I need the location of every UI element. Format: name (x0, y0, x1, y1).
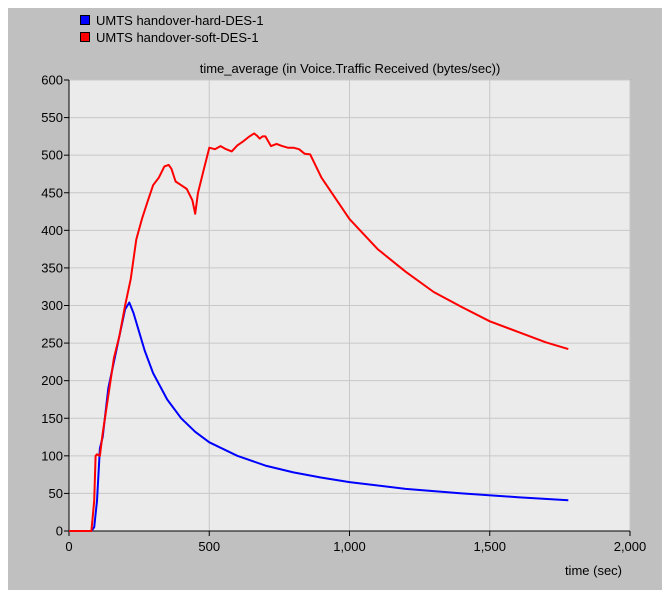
grid (68, 79, 631, 532)
y-tick-label: 100 (41, 448, 63, 463)
y-tick-label: 400 (41, 223, 63, 238)
y-tick-label: 0 (56, 524, 63, 539)
x-axis: 0 500 1,000 1,500 2,000 (65, 530, 647, 554)
series-line-soft (69, 132, 569, 532)
y-tick-label: 500 (41, 148, 63, 163)
y-axis: 0 50 100 150 200 250 300 350 400 450 500 550 600 (41, 73, 70, 539)
y-tick-label: 350 (41, 260, 63, 275)
legend-item-hard: UMTS handover-hard-DES-1 (80, 12, 264, 28)
y-tick-label: 450 (41, 185, 63, 200)
x-tick-label: 1,000 (333, 539, 366, 554)
x-tick-label: 1,500 (473, 539, 506, 554)
legend-item-soft: UMTS handover-soft-DES-1 (80, 29, 259, 45)
legend-label-soft: UMTS handover-soft-DES-1 (96, 29, 259, 45)
legend-label-hard: UMTS handover-hard-DES-1 (96, 12, 264, 28)
y-tick-label: 600 (41, 73, 63, 88)
x-axis-label: time (sec) (565, 563, 622, 578)
x-tick-label: 500 (198, 539, 220, 554)
series-layer (69, 132, 569, 532)
legend-swatch-soft (80, 32, 90, 42)
y-tick-label: 50 (49, 486, 63, 501)
y-tick-label: 200 (41, 373, 63, 388)
x-tick-label: 2,000 (614, 539, 647, 554)
y-tick-label: 150 (41, 411, 63, 426)
y-tick-label: 250 (41, 336, 63, 351)
x-tick-label: 0 (65, 539, 72, 554)
chart-title: time_average (in Voice.Traffic Received … (200, 61, 501, 76)
legend-swatch-hard (80, 15, 90, 25)
y-tick-label: 550 (41, 110, 63, 125)
series-line-hard (69, 301, 569, 532)
y-tick-label: 300 (41, 298, 63, 313)
